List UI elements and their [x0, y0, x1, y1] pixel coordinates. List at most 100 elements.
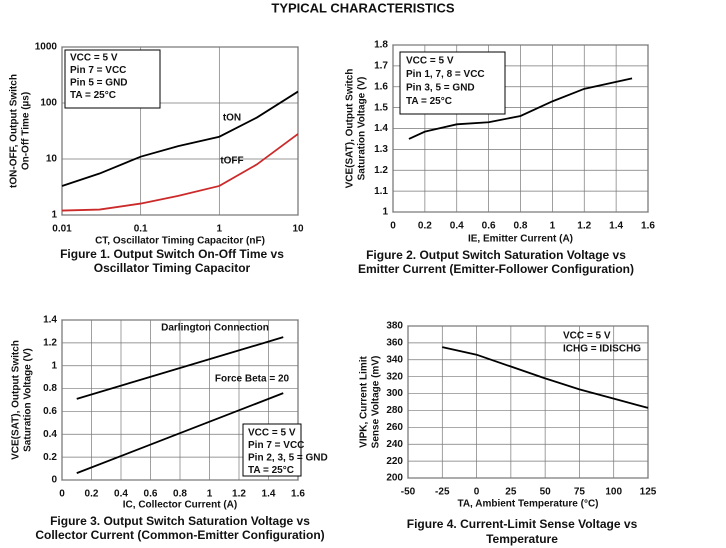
y-axis-label: On-Off Time (µs): [21, 92, 32, 170]
note: Pin 2, 3, 5 = GND: [248, 453, 328, 464]
x-tick-label: 50: [540, 487, 552, 498]
x-tick-label: 0.8: [514, 221, 528, 232]
page-title: TYPICAL CHARACTERISTICS: [271, 0, 455, 15]
y-axis-label: Saturation Voltage (V): [357, 77, 368, 181]
y-tick-label: 1.5: [374, 102, 388, 113]
y-tick-label: 260: [386, 422, 403, 433]
x-tick-label: 0.6: [482, 221, 496, 232]
series-label: Darlington Connection: [161, 323, 269, 334]
x-axis-label: TA, Ambient Temperature (°C): [457, 499, 598, 510]
x-axis-label: IC, Collector Current (A): [123, 500, 237, 511]
y-tick-label: 200: [386, 473, 403, 484]
x-tick-label: 125: [640, 487, 657, 498]
series-label: Force Beta = 20: [215, 374, 290, 385]
series-line: [61, 90, 299, 187]
y-tick-label: 1.3: [374, 144, 388, 155]
y-tick-label: 0.4: [43, 429, 57, 440]
note: Pin 5 = GND: [70, 78, 128, 89]
y-tick-label: 1.4: [43, 315, 57, 326]
x-tick-label: -25: [435, 487, 450, 498]
chart-title: Figure 3. Output Switch Saturation Volta…: [50, 514, 310, 528]
x-tick-label: 0: [474, 487, 480, 498]
y-tick-label: 1.2: [374, 165, 388, 176]
y-tick-label: 1.1: [374, 186, 388, 197]
note: TA = 25°C: [406, 96, 452, 107]
series-line: [408, 77, 633, 140]
notes-box: [399, 51, 506, 115]
y-tick-label: 100: [40, 98, 57, 109]
y-tick-label: 1: [51, 360, 57, 371]
note: VCC = 5 V: [248, 428, 296, 439]
series-label: tON: [223, 113, 241, 124]
x-tick-label: 1: [217, 224, 223, 235]
x-axis-label: IE, Emitter Current (A): [468, 234, 573, 245]
x-tick-label: 25: [505, 487, 517, 498]
note: VCC = 5 V: [563, 331, 611, 342]
x-tick-label: 0.8: [173, 489, 187, 500]
chart-title: Figure 1. Output Switch On-Off Time vs: [60, 247, 284, 261]
notes-box: [242, 423, 302, 477]
series-label: tOFF: [220, 156, 243, 167]
y-tick-label: 1.6: [374, 81, 388, 92]
y-tick-label: 0.8: [43, 383, 57, 394]
x-tick-label: 100: [605, 487, 622, 498]
note: Pin 7 = VCC: [248, 440, 304, 451]
y-tick-label: 10: [46, 154, 58, 165]
note: TA = 25°C: [70, 90, 116, 101]
y-tick-label: 240: [386, 439, 403, 450]
x-tick-label: 0.2: [85, 489, 99, 500]
series-line: [61, 133, 299, 212]
y-tick-label: 1: [51, 210, 57, 221]
y-tick-label: 360: [386, 338, 403, 349]
x-tick-label: 0.6: [144, 489, 158, 500]
y-axis-label: VCE(SAT), Output Switch: [345, 69, 356, 189]
note: VCC = 5 V: [70, 53, 118, 64]
chart-title: Temperature: [486, 532, 558, 546]
plot-frame: [407, 325, 649, 479]
notes-box: [64, 49, 161, 109]
y-axis-label: VCE(SAT), Output Switch: [11, 340, 22, 460]
y-tick-label: 280: [386, 405, 403, 416]
y-tick-label: 0: [51, 475, 57, 486]
y-tick-label: 1.7: [374, 61, 388, 72]
x-tick-label: 0.4: [114, 489, 128, 500]
y-axis-label: tON-OFF, Output Switch: [9, 74, 20, 188]
note: Pin 1, 7, 8 = VCC: [406, 69, 485, 80]
series-line: [76, 392, 284, 474]
y-tick-label: 1000: [35, 42, 58, 53]
y-tick-label: 300: [386, 388, 403, 399]
y-axis-label: VIPK, Current Limit: [359, 355, 370, 447]
note: Pin 7 = VCC: [70, 65, 126, 76]
y-tick-label: 340: [386, 354, 403, 365]
note: VCC = 5 V: [406, 56, 454, 67]
note: Pin 3, 5 = GND: [406, 83, 475, 94]
y-tick-label: 1.4: [374, 123, 388, 134]
y-axis-label: Saturation Voltage (V): [23, 348, 34, 452]
x-tick-label: 0: [59, 489, 65, 500]
x-tick-label: 0.01: [52, 224, 72, 235]
y-tick-label: 0.2: [43, 452, 57, 463]
x-tick-label: 0.2: [418, 221, 432, 232]
y-axis-label: Sense Voltage (mV): [371, 356, 382, 449]
note: ICHG = IDISCHG: [563, 344, 641, 355]
y-tick-label: 1: [382, 207, 388, 218]
x-tick-label: 75: [574, 487, 586, 498]
x-tick-label: 1: [550, 221, 556, 232]
chart-title: Figure 4. Current-Limit Sense Voltage vs: [407, 517, 638, 531]
chart-title: Figure 2. Output Switch Saturation Volta…: [366, 248, 626, 262]
x-tick-label: 0.4: [450, 221, 464, 232]
x-tick-label: 1.2: [577, 221, 591, 232]
series-line: [76, 336, 284, 400]
x-tick-label: -50: [401, 487, 416, 498]
x-axis-label: CT, Oscillator Timing Capacitor (nF): [95, 236, 265, 247]
x-tick-label: 1.4: [609, 221, 623, 232]
y-tick-label: 0.6: [43, 406, 57, 417]
x-tick-label: 1.4: [262, 489, 276, 500]
y-tick-label: 320: [386, 371, 403, 382]
x-tick-label: 1: [207, 489, 213, 500]
x-tick-label: 1.6: [641, 221, 655, 232]
chart-title: Collector Current (Common-Emitter Config…: [35, 528, 324, 542]
x-tick-label: 10: [292, 224, 304, 235]
note: TA = 25°C: [248, 465, 294, 476]
y-tick-label: 380: [386, 321, 403, 332]
